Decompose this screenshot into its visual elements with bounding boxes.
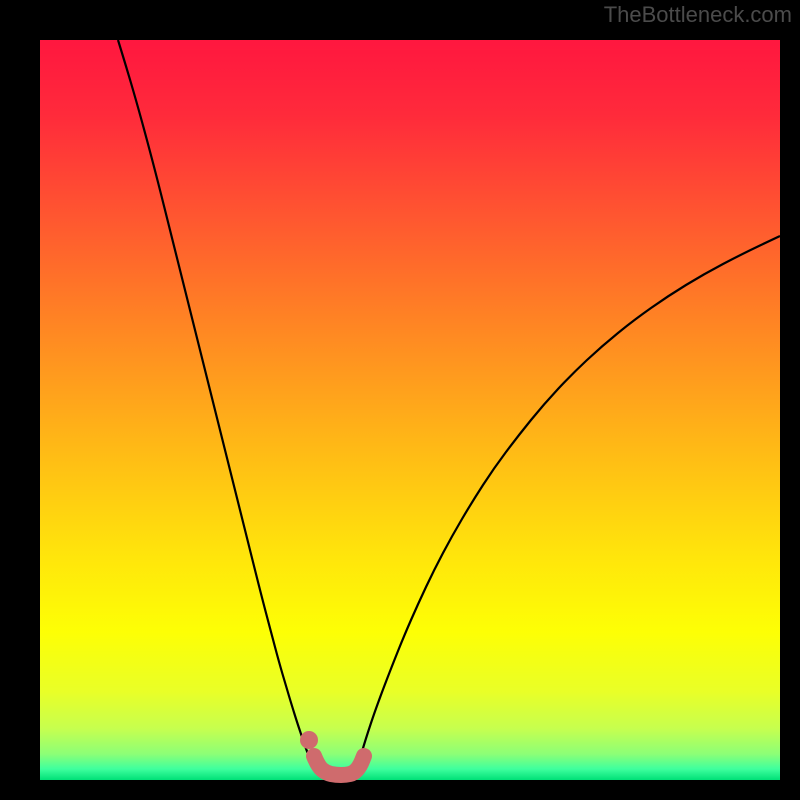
bottom-marker-arc [314, 756, 364, 775]
plot-svg [0, 0, 800, 800]
bottom-marker-dot [300, 731, 318, 749]
right-curve [359, 236, 780, 762]
watermark-text: TheBottleneck.com [604, 2, 792, 28]
left-curve [118, 40, 311, 762]
figure-root: TheBottleneck.com [0, 0, 800, 800]
